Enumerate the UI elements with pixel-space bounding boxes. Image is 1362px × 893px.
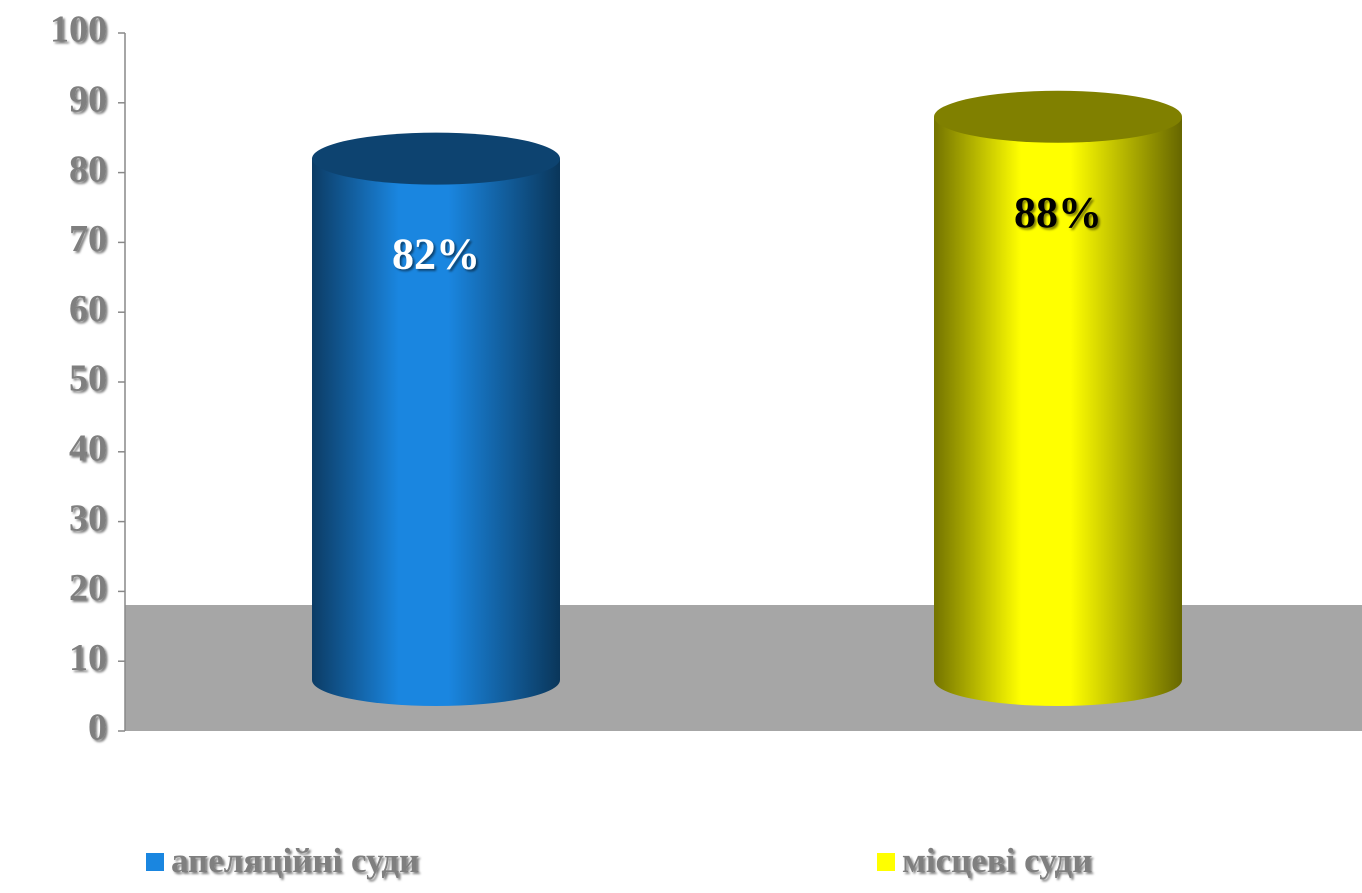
y-tick-label: 10 bbox=[69, 637, 107, 679]
legend-label: місцеві суди bbox=[902, 841, 1092, 880]
bar bbox=[312, 132, 560, 706]
bar bbox=[934, 90, 1182, 706]
bar-body bbox=[312, 158, 560, 680]
bar-top bbox=[312, 132, 560, 185]
legend-label: апеляційні суди bbox=[171, 841, 419, 880]
y-tick-label: 100 bbox=[50, 9, 107, 51]
y-tick-label: 40 bbox=[69, 428, 107, 470]
y-tick-label: 0 bbox=[88, 707, 107, 749]
y-tick-label: 90 bbox=[69, 79, 107, 121]
legend-marker bbox=[146, 853, 164, 871]
y-tick-label: 30 bbox=[69, 497, 107, 539]
data-label: 88% bbox=[1014, 188, 1102, 237]
y-tick-label: 50 bbox=[69, 358, 107, 400]
legend-marker bbox=[877, 853, 895, 871]
y-tick-label: 20 bbox=[69, 567, 107, 609]
y-tick-label: 80 bbox=[69, 148, 107, 190]
y-tick-label: 70 bbox=[69, 218, 107, 260]
data-label: 82% bbox=[392, 230, 480, 279]
bar-body bbox=[934, 116, 1182, 680]
bar-top bbox=[934, 90, 1182, 143]
y-tick-label: 60 bbox=[69, 288, 107, 330]
